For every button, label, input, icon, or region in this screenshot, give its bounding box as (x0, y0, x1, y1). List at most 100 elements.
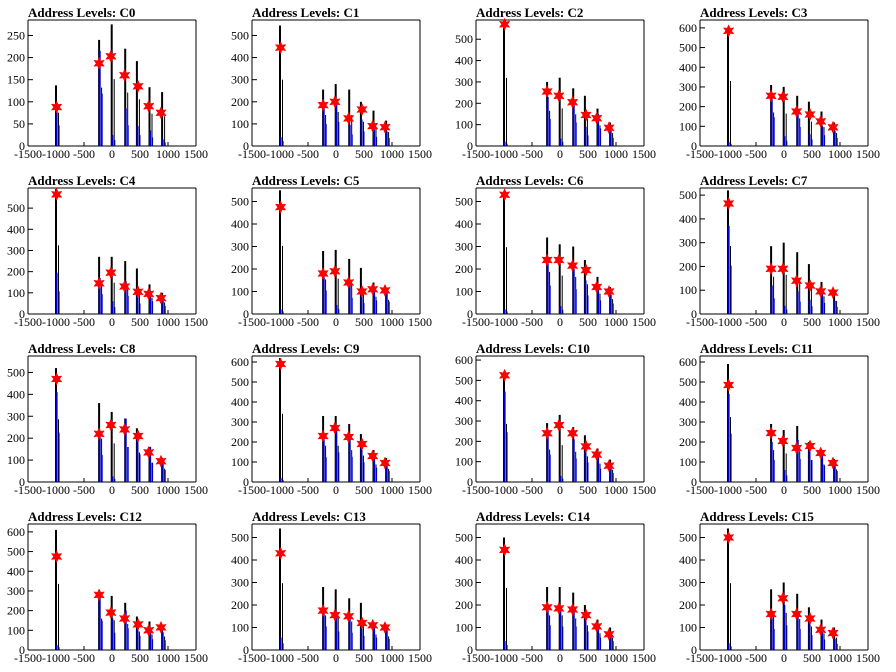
histogram-bar (549, 449, 551, 482)
histogram-bar (559, 138, 562, 146)
x-tick-label: -500 (73, 315, 95, 329)
histogram-bar (506, 432, 508, 482)
histogram-bar (836, 643, 838, 650)
histogram-bar (161, 460, 164, 482)
histogram-bar (587, 295, 589, 314)
histogram-bar (600, 300, 602, 314)
y-tick-label: 500 (231, 531, 249, 545)
histogram-bar (325, 445, 327, 482)
y-tick-label: 500 (231, 195, 249, 209)
x-tick-label: -1000 (42, 483, 70, 497)
y-tick-label: 500 (679, 188, 697, 202)
star-marker (722, 196, 735, 211)
histogram-bar (279, 190, 281, 315)
x-tick-label: 1500 (408, 315, 432, 329)
histogram-bar (810, 286, 812, 314)
histogram-bar (799, 629, 801, 650)
histogram-bar (282, 413, 283, 482)
histogram-bar (773, 276, 775, 314)
histogram-bar (373, 627, 376, 650)
histogram-bar (373, 129, 376, 146)
histogram-bar (810, 121, 812, 146)
y-tick-label: 50 (13, 117, 25, 131)
y-tick-label: 500 (231, 28, 249, 42)
histogram-bar (612, 133, 614, 146)
histogram-bar (124, 610, 127, 650)
histogram-bar (584, 446, 587, 482)
star-marker (765, 89, 777, 103)
star-marker (50, 187, 63, 202)
histogram-bar (727, 528, 729, 650)
x-tick-label: -1000 (714, 651, 742, 665)
chart-title: Address Levels: C6 (476, 173, 584, 188)
star-marker (827, 626, 839, 640)
star-marker (329, 264, 341, 278)
y-tick-label: 500 (455, 373, 473, 387)
histogram-bar (139, 135, 141, 146)
x-tick-label: -500 (297, 483, 319, 497)
y-tick-label: 300 (7, 409, 25, 423)
y-tick-label: 200 (231, 95, 249, 109)
x-tick-label: 1000 (380, 483, 404, 497)
y-tick-label: 0 (467, 643, 473, 657)
x-tick-label: 1500 (632, 315, 656, 329)
x-tick-label: -1000 (266, 483, 294, 497)
y-tick-label: 200 (455, 598, 473, 612)
star-marker (155, 620, 167, 635)
histogram-bar (325, 626, 327, 650)
histogram-bar (55, 529, 57, 650)
x-tick-label: 500 (579, 147, 597, 161)
histogram-bar (334, 249, 337, 314)
histogram-bar (363, 302, 365, 314)
chart-panel: Address Levels: C15 0 100 200 300 400 500 -1500… (679, 509, 880, 665)
histogram-bar (584, 126, 587, 146)
histogram-bar (785, 612, 787, 650)
histogram-bar (549, 615, 551, 650)
star-marker (155, 106, 167, 120)
y-tick-label: 300 (679, 80, 697, 94)
star-marker (93, 56, 105, 70)
histogram-bar (810, 626, 812, 650)
histogram-bar (388, 138, 390, 146)
star-marker (274, 546, 287, 560)
histogram-bar (139, 635, 141, 650)
histogram-bar (113, 443, 115, 482)
histogram-bar (135, 61, 138, 146)
x-tick-label: 1000 (828, 651, 852, 665)
histogram-bar (325, 124, 327, 146)
histogram-bar (338, 309, 340, 314)
star-marker (132, 429, 144, 443)
y-tick-label: 400 (7, 387, 25, 401)
histogram-bar (322, 607, 325, 651)
histogram-bar (773, 460, 775, 482)
star-marker (356, 102, 368, 117)
histogram-bar (111, 618, 114, 650)
x-tick-label: -1000 (266, 651, 294, 665)
histogram-bar (388, 299, 390, 314)
y-tick-label: 100 (7, 95, 25, 109)
histogram-bar (101, 93, 103, 146)
y-tick-label: 100 (679, 621, 697, 635)
histogram-bar (335, 428, 338, 482)
histogram-bar (796, 440, 799, 482)
star-marker (603, 284, 615, 299)
histogram-bar (98, 50, 101, 146)
histogram-bar (600, 128, 602, 146)
y-tick-label: 200 (231, 435, 249, 449)
histogram-bar (58, 419, 59, 482)
star-marker (553, 89, 565, 103)
histogram-bar (796, 111, 799, 146)
histogram-bar (362, 455, 364, 482)
star-marker (580, 263, 592, 277)
y-tick-label: 500 (7, 365, 25, 379)
histogram-bar (376, 300, 378, 314)
y-tick-label: 100 (455, 621, 473, 635)
y-tick-label: 500 (679, 531, 697, 545)
x-tick-label: -500 (73, 651, 95, 665)
star-marker (541, 426, 553, 440)
histogram-bar (373, 289, 376, 315)
x-tick-label: -1500 (462, 651, 490, 665)
histogram-bar (773, 298, 775, 314)
star-marker (498, 368, 511, 382)
histogram-bar (773, 616, 775, 650)
